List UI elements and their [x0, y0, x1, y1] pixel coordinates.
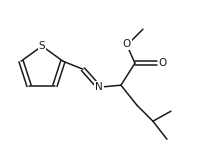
Text: N: N	[95, 82, 103, 92]
Text: O: O	[123, 39, 131, 49]
Text: O: O	[159, 58, 167, 68]
Text: S: S	[39, 41, 45, 51]
